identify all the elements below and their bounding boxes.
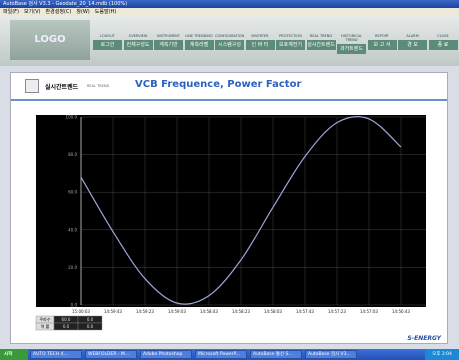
legend-text: 0.0	[87, 324, 94, 329]
x-tick-label: 14:58:03	[264, 309, 282, 314]
logo: LOGO	[10, 20, 90, 60]
x-tick-label: 14:59:43	[104, 309, 122, 314]
nav-button[interactable]: LOGOUT 로그인	[93, 34, 122, 60]
title-bar: AutoBase 검사 V3.3 - Geodate_20_14.mdb (10…	[0, 0, 459, 8]
y-tick-label: 20.0	[68, 265, 77, 270]
legend-text: 역 률	[41, 323, 50, 329]
x-tick-label: 14:59:23	[136, 309, 154, 314]
nav-ko: 과거트렌드	[337, 44, 366, 54]
nav-en: REAL TREND	[309, 34, 333, 38]
nav-ko: 시스템구성	[215, 40, 244, 50]
x-tick-label: 14:57:03	[360, 309, 378, 314]
menu-item[interactable]: 파일(F)	[3, 9, 19, 15]
nav-en: HISTORICAL TREND	[340, 34, 363, 42]
menu-item[interactable]: 보기(V)	[23, 9, 41, 15]
trend-line	[80, 116, 402, 305]
nav-button[interactable]: OVERVIEW 전체구성도	[123, 34, 153, 60]
nav-button[interactable]: CONFIGURATION 시스템구성	[215, 34, 244, 60]
legend-text: 0.0	[87, 317, 94, 322]
nav-button[interactable]: LINE TRENDING 계측라벨	[184, 34, 214, 60]
nav-ko: 인 버 터	[245, 40, 275, 50]
nav-button[interactable]: REAL TREND 실시간트렌드	[306, 34, 336, 60]
start-button[interactable]: 시작	[0, 349, 28, 360]
taskbar: 시작 오후 3:04 AUTO TECH 4... WEBFOLDER - M..…	[0, 349, 459, 360]
x-tick-label: 14:59:03	[168, 309, 186, 314]
brand: S-ENERGY	[407, 335, 441, 342]
nav-en: CONFIGURATION	[215, 34, 245, 38]
y-tick-label: 80.0	[68, 152, 77, 157]
nav-ko: 실시간트렌드	[306, 40, 336, 50]
y-tick-label: 60.0	[68, 190, 77, 195]
x-tick-label: 15:00:03	[72, 309, 90, 314]
task-item[interactable]: AutoBase 검사 V3...	[305, 350, 357, 359]
nav-en: CLOSE	[437, 34, 449, 38]
nav-button[interactable]: CLOSE 종 료	[428, 34, 458, 60]
section-icon	[25, 79, 39, 93]
legend-cell	[77, 322, 103, 331]
menu-item[interactable]: 환경설정(C)	[45, 9, 72, 15]
x-tick-label: 14:57:23	[328, 309, 346, 314]
page-title: VCB Frequence, Power Factor	[135, 79, 302, 90]
nav-ko: 계측기반	[154, 40, 183, 50]
task-item[interactable]: AUTO TECH 4...	[30, 350, 82, 359]
y-tick-label: 100.0	[66, 115, 78, 120]
y-tick-label: 40.0	[68, 227, 77, 232]
nav-button[interactable]: INSTRUMENT 계측기반	[154, 34, 183, 60]
header: 실시간트렌드 REAL TREND VCB Frequence, Power F…	[11, 73, 447, 101]
nav-ko: 경 보	[398, 40, 427, 50]
nav-ko: 계측라벨	[184, 40, 214, 50]
nav-ko: 보호계전기	[276, 40, 305, 50]
y-tick-label: 0.0	[71, 303, 78, 308]
task-item[interactable]: AutoBase 통신 S...	[250, 350, 302, 359]
x-tick-label: 14:58:23	[232, 309, 250, 314]
task-item[interactable]: Microsoft PowerP...	[195, 350, 247, 359]
nav-en: OVERVIEW	[128, 34, 148, 38]
menu-item[interactable]: 도움말(H)	[94, 9, 117, 15]
nav-button[interactable]: PROTECTION 보호계전기	[276, 34, 305, 60]
task-item[interactable]: Adobe Photoshop	[140, 350, 192, 359]
x-tick-label: 14:56:43	[392, 309, 410, 314]
nav-ko: 보 고 서	[367, 40, 397, 50]
section-title: 실시간트렌드	[45, 84, 79, 91]
x-tick-label: 14:57:43	[296, 309, 314, 314]
nav-en: LINE TRENDING	[185, 34, 213, 38]
nav-ko: 전체구성도	[123, 40, 153, 50]
nav-ko: 로그인	[93, 40, 122, 50]
nav-en: LOGOUT	[100, 34, 115, 38]
nav-en: INVERTER	[251, 34, 269, 38]
content-panel: 실시간트렌드 REAL TREND VCB Frequence, Power F…	[10, 72, 448, 344]
nav-en: REPORT	[375, 34, 389, 38]
nav-en: ALARM	[406, 34, 419, 38]
nav-button[interactable]: INVERTER 인 버 터	[245, 34, 275, 60]
legend-text: 주파수	[39, 316, 50, 322]
nav-button[interactable]: REPORT 보 고 서	[367, 34, 397, 60]
nav-bar: LOGO LOGOUT 로그인 OVERVIEW 전체구성도 INSTRUMENT 계측기…	[0, 16, 459, 66]
plot-background	[36, 115, 426, 307]
x-tick-label: 14:58:43	[200, 309, 218, 314]
legend-text: 0.0	[63, 324, 70, 329]
menu-item[interactable]: 창(W)	[76, 9, 90, 15]
legend-text: 60.0	[62, 317, 71, 322]
trend-chart: 0.0 20.0 40.0 60.0 80.0 100.0 15:00:03 14:59:43…	[35, 115, 426, 331]
menu-bar: 파일(F) 보기(V) 환경설정(C) 창(W) 도움말(H)	[0, 8, 459, 16]
nav-en: INSTRUMENT	[157, 34, 180, 38]
nav-ko: 종 료	[428, 40, 458, 50]
section-en: REAL TREND	[87, 84, 110, 88]
clock: 오후 3:04	[425, 349, 459, 360]
task-item[interactable]: WEBFOLDER - M...	[85, 350, 137, 359]
nav-button[interactable]: ALARM 경 보	[398, 34, 427, 60]
nav-button[interactable]: HISTORICAL TREND 과거트렌드	[337, 34, 366, 60]
nav-en: PROTECTION	[279, 34, 302, 38]
